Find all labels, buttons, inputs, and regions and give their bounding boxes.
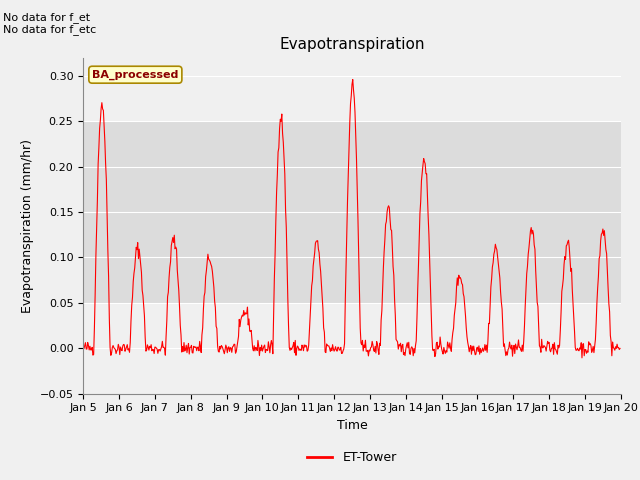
Text: BA_processed: BA_processed xyxy=(92,70,179,80)
Bar xyxy=(83,121,621,303)
Text: No data for f_etc: No data for f_etc xyxy=(3,24,97,35)
Title: Evapotranspiration: Evapotranspiration xyxy=(279,37,425,52)
Text: No data for f_et: No data for f_et xyxy=(3,12,90,23)
Legend: ET-Tower: ET-Tower xyxy=(302,446,402,469)
X-axis label: Time: Time xyxy=(337,419,367,432)
Y-axis label: Evapotranspiration (mm/hr): Evapotranspiration (mm/hr) xyxy=(21,139,34,312)
